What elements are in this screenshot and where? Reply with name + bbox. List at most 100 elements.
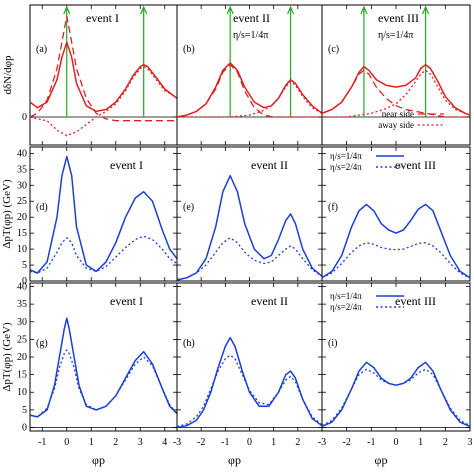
event-label: event I [110, 158, 143, 172]
panel-label: (d) [36, 202, 48, 213]
panel-label: (f) [328, 202, 338, 213]
panel-frame [176, 146, 323, 282]
series-away [29, 65, 178, 137]
legend-label: η/s=2/4π [330, 162, 362, 172]
y-tick-label: 30 [17, 180, 27, 191]
y-tick-label: 35 [17, 299, 27, 310]
event-label: event II [233, 11, 270, 25]
x-axis-label: φp [228, 453, 241, 467]
x-tick-label: 0 [64, 437, 69, 448]
y-tick-label: 15 [17, 228, 27, 239]
panel-frame [176, 4, 323, 146]
y-axis-label: ΔpT(φp) (GeV) [1, 322, 13, 392]
x-tick-label: 0 [394, 437, 399, 448]
series-s1 [29, 317, 178, 418]
y-tick-label: 5 [22, 405, 27, 416]
panel-label: (h) [183, 338, 195, 349]
series-s1 [176, 174, 323, 281]
y-tick-label: 35 [17, 164, 27, 175]
arrow-head [287, 5, 295, 15]
event-label: event II [251, 294, 288, 308]
y-tick-label: 40 [17, 148, 27, 159]
series-near [321, 69, 470, 118]
y-tick-label: 20 [17, 212, 27, 223]
series-total [321, 63, 471, 116]
series-s2 [176, 237, 323, 281]
arrow-head [226, 5, 234, 15]
y-tick-label: 0 [22, 422, 27, 433]
y-tick-label: 40 [17, 282, 27, 293]
arrow-head [360, 5, 368, 15]
x-tick-label: -2 [342, 437, 350, 448]
x-tick-label: 1 [89, 437, 94, 448]
arrow-head [140, 5, 148, 15]
legend-label: η/s=1/4π [330, 291, 362, 301]
x-tick-label: -1 [221, 437, 229, 448]
x-tick-label: -1 [367, 437, 375, 448]
x-axis-label: φp [92, 453, 105, 467]
series-near [29, 15, 177, 122]
y-tick-label: 0 [22, 112, 27, 123]
panel-label: (c) [328, 44, 339, 55]
x-tick-label: -1 [38, 437, 46, 448]
series-s2 [176, 354, 323, 428]
y-tick-label: 15 [17, 370, 27, 381]
legend-label: η/s=2/4π [330, 302, 362, 312]
series-s2 [29, 349, 178, 418]
x-tick-label: 3 [468, 437, 473, 448]
y-tick-label: 20 [17, 352, 27, 363]
series-total [176, 62, 323, 118]
annotation: η/s=1/4π [378, 30, 413, 41]
x-tick-label: 2 [443, 437, 448, 448]
annotation: η/s=1/4π [233, 30, 268, 41]
y-tick-label: 0 [22, 276, 27, 287]
panel-label: (a) [36, 44, 47, 55]
x-tick-label: -3 [318, 437, 326, 448]
series-near [176, 64, 322, 118]
event-label: event II [251, 158, 288, 172]
series-away [177, 80, 323, 118]
arrow-head [422, 5, 430, 15]
y-tick-label: 25 [17, 334, 27, 345]
x-tick-label: 3 [138, 437, 143, 448]
event-label: event III [378, 11, 419, 25]
event-label: event III [395, 158, 436, 172]
legend-label: away side [378, 120, 414, 130]
panel-label: (i) [328, 338, 337, 349]
series-s2 [29, 235, 178, 274]
series-s1 [29, 155, 178, 274]
panel-label: (g) [36, 338, 48, 349]
event-label: event III [395, 294, 436, 308]
series-s1 [176, 336, 323, 429]
panel-frame [29, 282, 178, 432]
legend-label: near side [382, 109, 414, 119]
y-axis-label: dδN/dφp [2, 55, 14, 95]
x-tick-label: -3 [173, 437, 181, 448]
x-axis-label: φp [375, 453, 388, 467]
y-tick-label: 30 [17, 317, 27, 328]
series-total [29, 41, 178, 113]
x-tick-label: 4 [162, 437, 167, 448]
series-s2 [321, 242, 471, 279]
y-tick-label: 25 [17, 196, 27, 207]
y-axis-label: ΔpT(φp) (GeV) [1, 179, 13, 249]
y-tick-label: 10 [17, 387, 27, 398]
x-tick-label: 1 [418, 437, 423, 448]
x-tick-label: 1 [271, 437, 276, 448]
panel-label: (e) [183, 202, 194, 213]
legend-label: η/s=1/4π [330, 151, 362, 161]
arrow-head [63, 5, 71, 15]
event-label: event I [110, 294, 143, 308]
x-tick-label: 2 [295, 437, 300, 448]
y-tick-label: 10 [17, 244, 27, 255]
series-s1 [321, 361, 471, 428]
event-label: event I [86, 11, 119, 25]
series-s1 [321, 203, 471, 279]
x-tick-label: 2 [113, 437, 118, 448]
panel-label: (b) [183, 44, 195, 55]
series-away [322, 69, 471, 118]
x-tick-label: -2 [197, 437, 205, 448]
y-tick-label: 5 [22, 260, 27, 271]
panel-frame [176, 282, 323, 432]
